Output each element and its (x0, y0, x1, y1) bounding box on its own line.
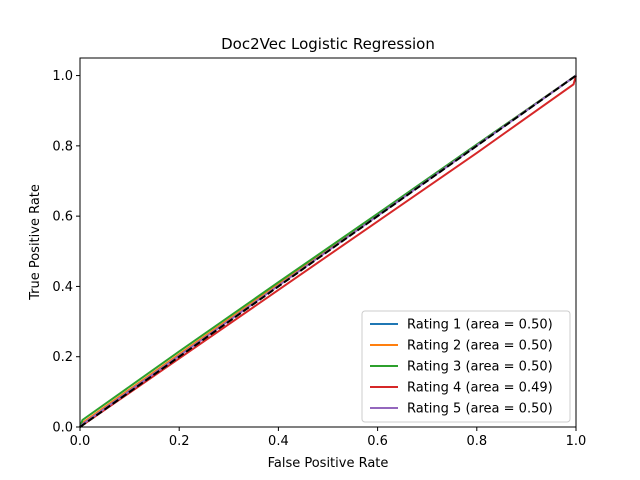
legend: Rating 1 (area = 0.50) Rating 2 (area = 0… (361, 310, 571, 423)
y-tick-label: 0.2 (52, 350, 73, 365)
x-axis-label: False Positive Rate (268, 456, 389, 471)
reference-diagonal-line (79, 74, 577, 428)
chart-title: Doc2Vec Logistic Regression (221, 35, 435, 53)
x-tick-label: 0.4 (268, 434, 289, 449)
legend-label-rating-3: Rating 3 (area = 0.50) (407, 360, 553, 375)
x-tick-label: 0.0 (70, 434, 91, 449)
legend-box (361, 310, 571, 423)
x-tick-label: 1.0 (566, 434, 587, 449)
x-axis-ticks: 0.0 0.2 0.4 0.6 0.8 1.0 (70, 427, 587, 449)
x-tick-label: 0.6 (367, 434, 388, 449)
y-tick-label: 1.0 (52, 69, 73, 84)
legend-label-rating-5: Rating 5 (area = 0.50) (407, 402, 553, 417)
y-tick-label: 0.8 (52, 139, 73, 154)
y-axis-label: True Positive Rate (28, 184, 43, 301)
plot-area (79, 57, 577, 428)
y-tick-label: 0.4 (52, 280, 73, 295)
legend-label-rating-4: Rating 4 (area = 0.49) (407, 381, 553, 396)
axes-frame (79, 57, 577, 428)
y-tick-label: 0.0 (52, 421, 73, 436)
x-tick-label: 0.2 (169, 434, 190, 449)
y-axis-ticks: 0.0 0.2 0.4 0.6 0.8 1.0 (52, 69, 80, 436)
y-tick-label: 0.6 (52, 210, 73, 225)
legend-label-rating-1: Rating 1 (area = 0.50) (407, 318, 553, 333)
x-tick-label: 0.8 (466, 434, 487, 449)
legend-label-rating-2: Rating 2 (area = 0.50) (407, 339, 553, 354)
